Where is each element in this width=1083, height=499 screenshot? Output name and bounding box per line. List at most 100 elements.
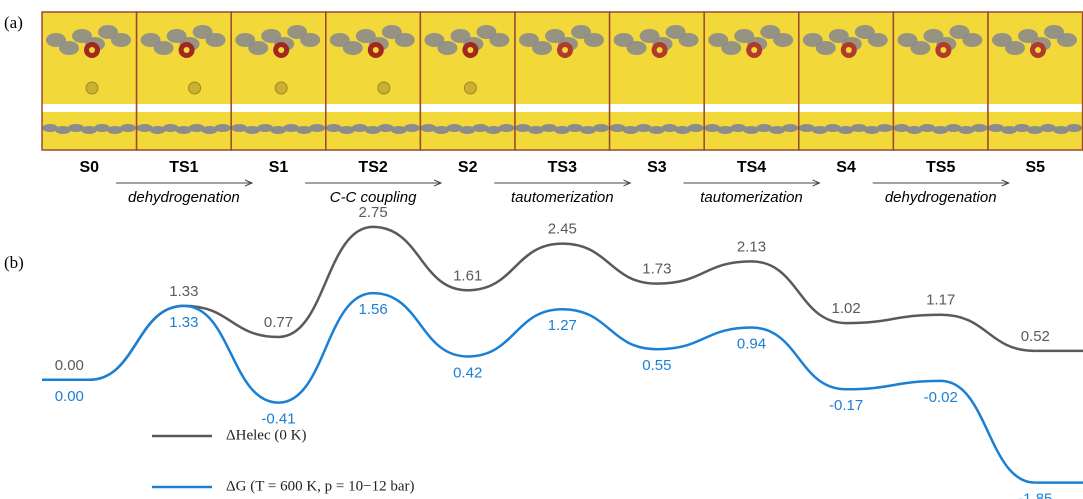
molecule — [627, 41, 647, 55]
step-label: tautomerization — [700, 189, 803, 206]
value-label: 0.52 — [1021, 328, 1050, 345]
molecule-side — [309, 124, 325, 132]
gap — [893, 104, 988, 112]
value-label: 0.00 — [55, 357, 84, 374]
state-label: S2 — [458, 159, 478, 176]
core-center — [562, 47, 568, 53]
value-label: -0.41 — [261, 411, 295, 428]
surface-top — [137, 12, 232, 104]
gap — [515, 104, 610, 112]
core-center — [846, 47, 852, 53]
molecule — [343, 41, 363, 55]
panel-label: (a) — [4, 13, 23, 32]
panel-label: (b) — [4, 253, 24, 272]
molecule-side — [593, 124, 609, 132]
molecule — [721, 41, 741, 55]
molecule — [584, 33, 604, 47]
molecule — [679, 33, 699, 47]
molecule — [437, 41, 457, 55]
gap — [704, 104, 799, 112]
molecule — [154, 41, 174, 55]
state-label: S5 — [1026, 159, 1046, 176]
state-label: S1 — [269, 159, 289, 176]
state-label: S3 — [647, 159, 667, 176]
molecule — [59, 41, 79, 55]
structure-images — [42, 12, 1083, 150]
gap — [610, 104, 705, 112]
gap — [799, 104, 894, 112]
molecule — [816, 41, 836, 55]
adatom — [275, 82, 287, 94]
core-center — [184, 47, 190, 53]
gap — [988, 104, 1083, 112]
molecule — [489, 33, 509, 47]
step-label: dehydrogenation — [128, 189, 240, 206]
value-label: 1.33 — [169, 283, 198, 300]
state-label: TS4 — [737, 159, 766, 176]
legend-label: ΔHelec (0 K) — [226, 427, 306, 443]
core-center — [278, 47, 284, 53]
value-label: 0.55 — [642, 357, 671, 374]
surface-top — [988, 12, 1083, 104]
state-label: S0 — [80, 159, 100, 176]
core-center — [751, 47, 757, 53]
core-center — [89, 47, 95, 53]
value-label: 0.00 — [55, 388, 84, 405]
molecule-side — [120, 124, 136, 132]
adatom — [189, 82, 201, 94]
value-label: 1.17 — [926, 292, 955, 309]
figure: (a) (b) S0TS1S1TS2S2TS3S3TS4S4TS5S5dehyd… — [0, 0, 1083, 499]
molecule-side — [877, 124, 893, 132]
value-label: -0.02 — [924, 389, 958, 406]
molecule — [773, 33, 793, 47]
molecule — [910, 41, 930, 55]
molecule-side — [404, 124, 420, 132]
molecule — [300, 33, 320, 47]
molecule — [962, 33, 982, 47]
core-center — [373, 47, 379, 53]
value-label: 2.75 — [358, 204, 387, 221]
value-label: 1.56 — [358, 301, 387, 318]
step-label: dehydrogenation — [885, 189, 997, 206]
value-label: 0.94 — [737, 336, 766, 353]
value-label: 1.33 — [169, 314, 198, 331]
gap — [42, 104, 137, 112]
legend-label: ΔG (T = 600 K, p = 10−12 bar) — [226, 478, 414, 494]
molecule — [111, 33, 131, 47]
surface-top — [610, 12, 705, 104]
surface-top — [893, 12, 988, 104]
adatom — [378, 82, 390, 94]
surface-top — [799, 12, 894, 104]
adatom — [86, 82, 98, 94]
molecule — [1005, 41, 1025, 55]
surface-top — [704, 12, 799, 104]
molecule-side — [688, 124, 704, 132]
value-label: 1.27 — [548, 317, 577, 334]
value-label: 0.42 — [453, 364, 482, 381]
step-label: tautomerization — [511, 189, 614, 206]
value-label: 2.13 — [737, 238, 766, 255]
molecule — [206, 33, 226, 47]
molecule — [532, 41, 552, 55]
state-label: TS1 — [169, 159, 198, 176]
core-center — [940, 47, 946, 53]
state-label: TS3 — [548, 159, 577, 176]
value-label: 0.77 — [264, 314, 293, 331]
value-label: 1.02 — [831, 300, 860, 317]
core-center — [1035, 47, 1041, 53]
value-label: -1.85 — [1018, 491, 1052, 499]
state-label: TS2 — [358, 159, 387, 176]
gap — [420, 104, 515, 112]
value-label: 1.73 — [642, 261, 671, 278]
gap — [326, 104, 421, 112]
value-label: -0.17 — [829, 397, 863, 414]
molecule-side — [498, 124, 514, 132]
molecule — [868, 33, 888, 47]
molecule — [1057, 33, 1077, 47]
state-label: TS5 — [926, 159, 955, 176]
gap — [137, 104, 232, 112]
molecule-side — [971, 124, 987, 132]
value-label: 2.45 — [548, 221, 577, 238]
core-center — [467, 47, 473, 53]
gap — [231, 104, 326, 112]
